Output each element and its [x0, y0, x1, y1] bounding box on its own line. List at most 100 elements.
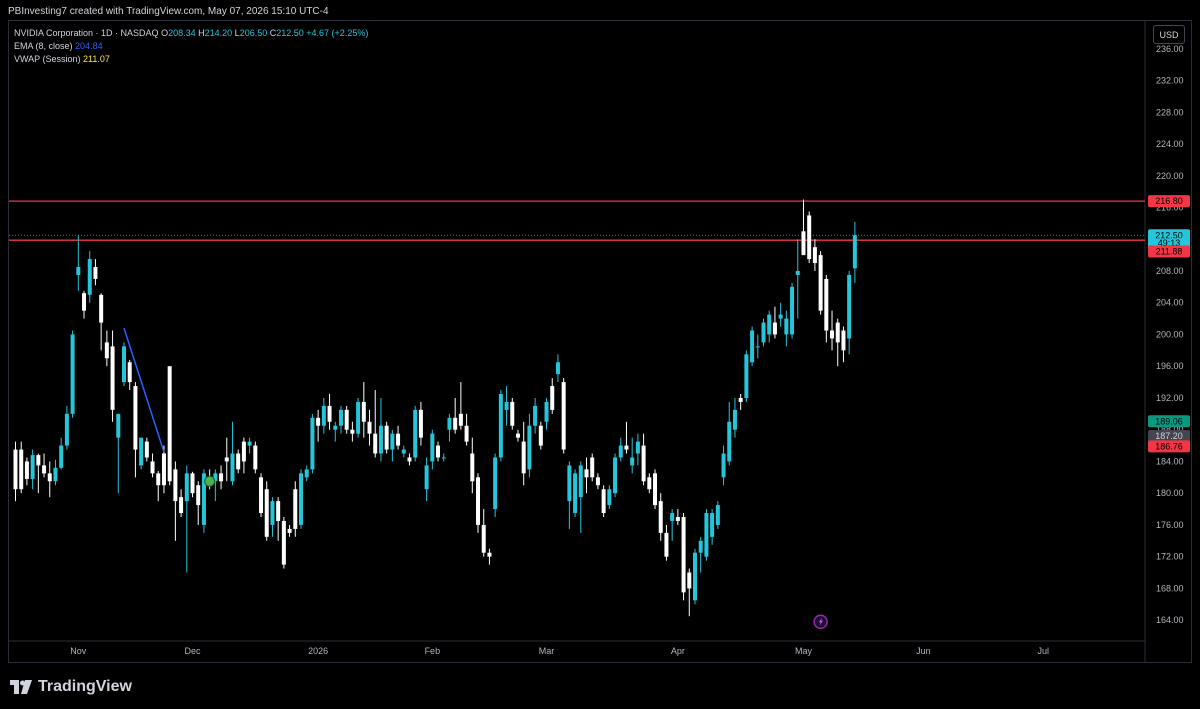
candle-body [127, 362, 132, 383]
candle-body [378, 425, 383, 454]
candle-body [481, 524, 486, 553]
candle-body [47, 473, 52, 482]
candle-body [396, 433, 401, 446]
candle-body [356, 401, 361, 434]
candle-body [841, 330, 846, 351]
candle-body [344, 409, 349, 430]
x-tick-label: Jul [1038, 646, 1050, 656]
x-tick-label: Nov [70, 646, 87, 656]
candle-body [19, 449, 24, 490]
candle-body [772, 322, 777, 335]
candle-body [790, 286, 795, 335]
candle-body [373, 433, 378, 454]
candle-body [321, 405, 326, 426]
candle-body [76, 267, 81, 275]
y-tick-label: 176.00 [1156, 520, 1184, 530]
candle-body [201, 473, 206, 525]
candle-body [470, 453, 475, 482]
candle-body [24, 461, 29, 479]
candle-body [390, 433, 395, 450]
price-tag-label: 211.88 [1156, 247, 1183, 257]
price-tag[interactable] [1148, 195, 1190, 208]
x-tick-label: Mar [539, 646, 555, 656]
candle-body [121, 346, 126, 383]
candle-body [213, 473, 218, 482]
candle-body [190, 473, 195, 494]
candle-body [784, 318, 789, 335]
close-label: C [269, 28, 277, 38]
price-tag-label: 189.06 [1155, 416, 1183, 426]
symbol-name[interactable]: NVIDIA Corporation · 1D · NASDAQ [14, 28, 159, 38]
x-tick-label: Feb [425, 646, 441, 656]
candle-body [259, 477, 264, 514]
candle-body [801, 231, 806, 256]
price-tag[interactable] [1148, 430, 1190, 443]
candle-body [533, 405, 538, 426]
candle-body [664, 532, 669, 557]
candle-body [698, 540, 703, 553]
ema-legend-row[interactable]: EMA (8, close) 204.84 [14, 40, 368, 53]
price-tag[interactable] [1148, 245, 1190, 258]
candle-body [418, 409, 423, 438]
trend-line[interactable] [123, 327, 165, 453]
candle-body [601, 489, 606, 514]
y-tick-label: 172.00 [1156, 552, 1184, 562]
candle-body [293, 489, 298, 529]
candle-body [687, 572, 692, 589]
candle-body [361, 401, 366, 422]
candle-body [487, 552, 492, 557]
candle-body [550, 386, 555, 410]
close-value: 212.50 [276, 28, 304, 38]
candle-body [116, 413, 121, 438]
candle-body [573, 473, 578, 514]
candle-body [424, 465, 429, 490]
candle-body [401, 449, 406, 454]
y-tick-label: 196.00 [1156, 361, 1184, 371]
candle-body [476, 477, 481, 525]
currency-button[interactable]: USD [1153, 25, 1185, 44]
candle-body [367, 421, 372, 434]
candle-body [755, 346, 760, 348]
candle-body [441, 457, 446, 459]
candle-body [710, 513, 715, 537]
y-tick-label: 192.00 [1156, 393, 1184, 403]
candle-body [727, 421, 732, 462]
vwap-legend-row[interactable]: VWAP (Session) 211.07 [14, 53, 368, 66]
candle-body [310, 417, 315, 470]
candle-body [350, 429, 355, 434]
signal-marker-icon[interactable] [204, 475, 216, 487]
candle-body [795, 270, 800, 275]
x-tick-label: Jun [916, 646, 931, 656]
chart-frame[interactable] [8, 20, 1192, 663]
candle-body [30, 455, 35, 479]
price-tag[interactable] [1148, 440, 1190, 453]
candle-body [59, 445, 64, 468]
candle-body [595, 477, 600, 486]
ema-label: EMA (8, close) [14, 41, 73, 51]
price-tag-label: 212.50 [1155, 230, 1183, 240]
candle-body [464, 425, 469, 442]
high-label: H [198, 28, 205, 38]
candle-body [304, 469, 309, 478]
y-tick-label: 232.00 [1156, 76, 1184, 86]
candle-body [818, 255, 823, 311]
candle-body [681, 516, 686, 593]
event-bolt-glyph [818, 617, 824, 626]
candle-body [270, 501, 275, 525]
price-tag[interactable] [1148, 415, 1190, 428]
candle-body [219, 473, 224, 482]
y-tick-label: 208.00 [1156, 266, 1184, 276]
candle-body [515, 433, 520, 438]
candle-body [493, 457, 498, 510]
candle-body [327, 405, 332, 422]
y-tick-label: 204.00 [1156, 298, 1184, 308]
candle-body [150, 461, 155, 474]
candle-body [70, 334, 75, 414]
tradingview-logo: TradingView [10, 678, 132, 696]
candle-body [299, 473, 303, 525]
candle-body [173, 469, 178, 502]
y-tick-label: 200.00 [1156, 329, 1184, 339]
candle-body [618, 445, 623, 458]
candle-body [196, 485, 201, 506]
